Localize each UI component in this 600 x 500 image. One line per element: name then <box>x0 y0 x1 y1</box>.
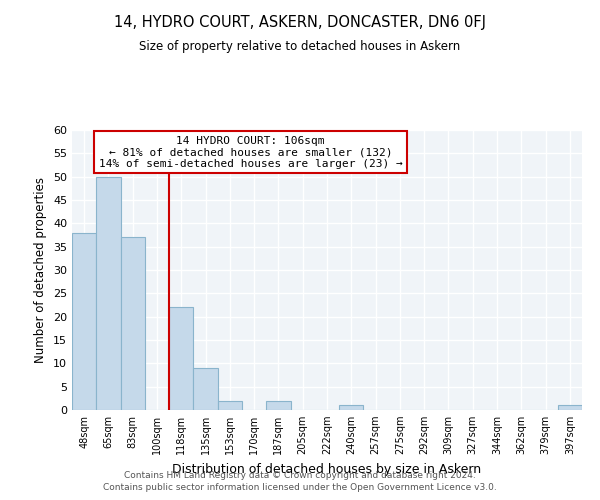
Text: 14, HYDRO COURT, ASKERN, DONCASTER, DN6 0FJ: 14, HYDRO COURT, ASKERN, DONCASTER, DN6 … <box>114 15 486 30</box>
Text: Contains HM Land Registry data © Crown copyright and database right 2024.: Contains HM Land Registry data © Crown c… <box>124 471 476 480</box>
Bar <box>72 232 96 410</box>
Y-axis label: Number of detached properties: Number of detached properties <box>34 177 47 363</box>
Bar <box>266 400 290 410</box>
Text: 14 HYDRO COURT: 106sqm
← 81% of detached houses are smaller (132)
14% of semi-de: 14 HYDRO COURT: 106sqm ← 81% of detached… <box>98 136 403 169</box>
Bar <box>558 406 582 410</box>
Bar <box>169 308 193 410</box>
Bar <box>96 176 121 410</box>
Bar <box>218 400 242 410</box>
Bar <box>121 238 145 410</box>
Bar <box>193 368 218 410</box>
Text: Size of property relative to detached houses in Askern: Size of property relative to detached ho… <box>139 40 461 53</box>
Text: Contains public sector information licensed under the Open Government Licence v3: Contains public sector information licen… <box>103 484 497 492</box>
Bar <box>339 406 364 410</box>
X-axis label: Distribution of detached houses by size in Askern: Distribution of detached houses by size … <box>172 462 482 475</box>
